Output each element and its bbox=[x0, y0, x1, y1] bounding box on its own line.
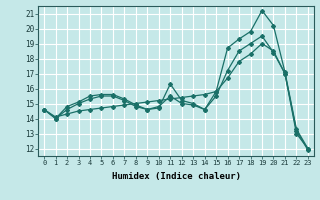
X-axis label: Humidex (Indice chaleur): Humidex (Indice chaleur) bbox=[111, 172, 241, 181]
